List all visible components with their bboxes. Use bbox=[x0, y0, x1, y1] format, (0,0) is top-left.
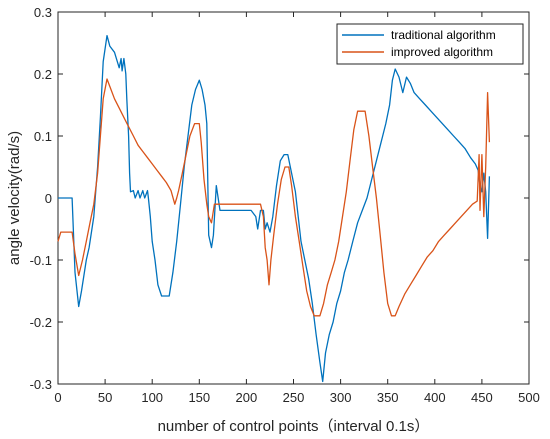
x-tick-label: 0 bbox=[54, 390, 61, 405]
y-tick-label: 0.3 bbox=[34, 5, 52, 20]
axis-ticks: 0 50 100 150 200 250 300 350 400 450 500 0.3 0.2 0.1 0… bbox=[30, 5, 540, 405]
x-tick-label: 500 bbox=[518, 390, 540, 405]
x-tick-label: 50 bbox=[98, 390, 112, 405]
x-tick-label: 200 bbox=[236, 390, 258, 405]
x-tick-label: 350 bbox=[377, 390, 399, 405]
y-tick-label: -0.2 bbox=[30, 315, 52, 330]
series-line-improved bbox=[57, 78, 491, 317]
x-axis-label: number of control points（interval 0.1s） bbox=[158, 418, 430, 435]
y-tick-label: 0 bbox=[45, 191, 52, 206]
legend-label-improved: improved algorithm bbox=[391, 45, 493, 59]
y-tick-label: 0.1 bbox=[34, 129, 52, 144]
legend-label-traditional: traditional algorithm bbox=[391, 28, 496, 42]
y-axis-label: angle velocity(rad/s) bbox=[6, 131, 23, 265]
y-tick-label: 0.2 bbox=[34, 67, 52, 82]
y-tick-label: -0.3 bbox=[30, 377, 52, 392]
legend: traditional algorithm improved algorithm bbox=[336, 23, 524, 65]
legend-box bbox=[336, 23, 524, 65]
x-tick-label: 400 bbox=[424, 390, 446, 405]
series-layer bbox=[57, 34, 491, 383]
x-tick-label: 300 bbox=[330, 390, 352, 405]
x-tick-label: 250 bbox=[283, 390, 305, 405]
x-tick-label: 450 bbox=[471, 390, 493, 405]
x-tick-label: 150 bbox=[188, 390, 210, 405]
x-tick-label: 100 bbox=[141, 390, 163, 405]
y-tick-label: -0.1 bbox=[30, 253, 52, 268]
